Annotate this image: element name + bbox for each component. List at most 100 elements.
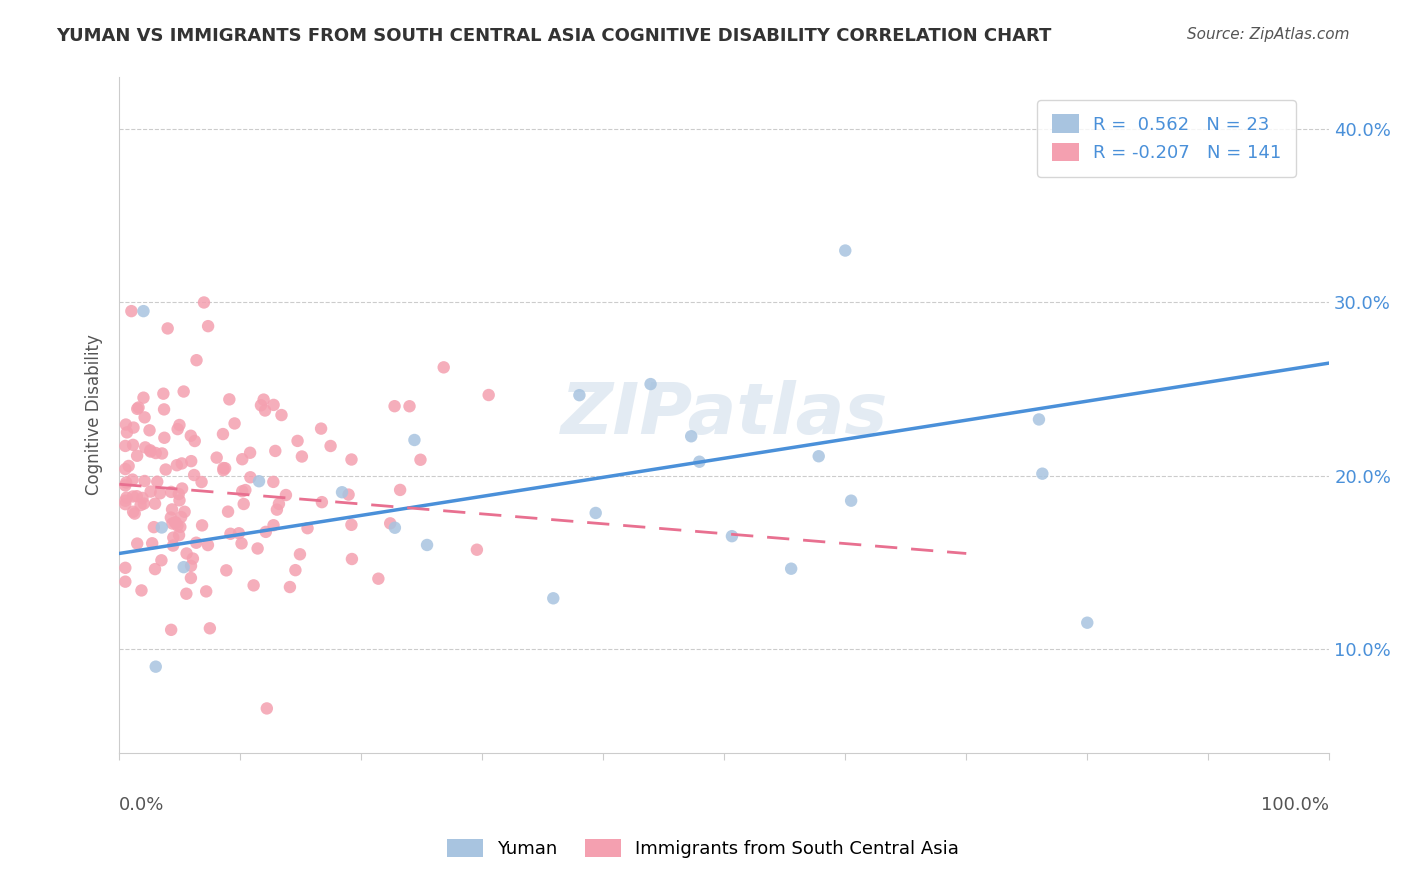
Immigrants from South Central Asia (389, 483, 412, 497)
Immigrants from South Central Asia (309, 422, 332, 436)
Immigrants from South Central Asia (217, 505, 239, 519)
Immigrants from South Central Asia (152, 386, 174, 401)
Immigrants from South Central Asia (129, 498, 152, 512)
Immigrants from South Central Asia (114, 493, 136, 508)
Legend: R =  0.562   N = 23, R = -0.207   N = 141: R = 0.562 N = 23, R = -0.207 N = 141 (1038, 100, 1296, 177)
Immigrants from South Central Asia (125, 489, 148, 503)
Immigrants from South Central Asia (162, 531, 184, 545)
Immigrants from South Central Asia (176, 587, 198, 601)
Text: 100.0%: 100.0% (1261, 796, 1329, 814)
Immigrants from South Central Asia (153, 402, 176, 417)
Immigrants from South Central Asia (250, 398, 273, 412)
Immigrants from South Central Asia (169, 417, 191, 432)
Immigrants from South Central Asia (150, 553, 173, 567)
Yuman (543, 591, 565, 606)
Immigrants from South Central Asia (167, 487, 190, 501)
Immigrants from South Central Asia (212, 427, 235, 442)
Immigrants from South Central Asia (235, 483, 257, 497)
Immigrants from South Central Asia (340, 452, 363, 467)
Yuman (585, 506, 607, 520)
Immigrants from South Central Asia (115, 491, 138, 505)
Immigrants from South Central Asia (267, 497, 290, 511)
Immigrants from South Central Asia (212, 461, 235, 475)
Yuman (1031, 467, 1053, 481)
Immigrants from South Central Asia (256, 701, 278, 715)
Immigrants from South Central Asia (254, 524, 277, 539)
Immigrants from South Central Asia (297, 521, 319, 535)
Text: YUMAN VS IMMIGRANTS FROM SOUTH CENTRAL ASIA COGNITIVE DISABILITY CORRELATION CHA: YUMAN VS IMMIGRANTS FROM SOUTH CENTRAL A… (56, 27, 1052, 45)
Immigrants from South Central Asia (263, 398, 285, 412)
Immigrants from South Central Asia (218, 392, 240, 407)
Immigrants from South Central Asia (166, 422, 188, 436)
Immigrants from South Central Asia (122, 438, 145, 452)
Immigrants from South Central Asia (291, 450, 314, 464)
Yuman (173, 560, 195, 574)
Immigrants from South Central Asia (160, 502, 183, 516)
Immigrants from South Central Asia (122, 420, 145, 434)
Immigrants from South Central Asia (433, 360, 456, 375)
Yuman (416, 538, 439, 552)
Immigrants from South Central Asia (246, 541, 269, 556)
Yuman (404, 433, 426, 447)
Immigrants from South Central Asia (176, 546, 198, 560)
Yuman (780, 562, 803, 576)
Immigrants from South Central Asia (160, 510, 183, 524)
Immigrants from South Central Asia (120, 304, 142, 318)
Immigrants from South Central Asia (166, 458, 188, 473)
Immigrants from South Central Asia (115, 475, 138, 490)
Immigrants from South Central Asia (122, 505, 145, 519)
Immigrants from South Central Asia (311, 495, 333, 509)
Immigrants from South Central Asia (121, 473, 143, 487)
Immigrants from South Central Asia (205, 450, 228, 465)
Immigrants from South Central Asia (337, 487, 360, 501)
Yuman (1028, 412, 1050, 426)
Immigrants from South Central Asia (215, 563, 238, 577)
Immigrants from South Central Asia (270, 408, 292, 422)
Immigrants from South Central Asia (170, 457, 193, 471)
Immigrants from South Central Asia (134, 410, 156, 425)
Immigrants from South Central Asia (114, 462, 136, 476)
Immigrants from South Central Asia (232, 497, 254, 511)
Yuman (384, 521, 406, 535)
Immigrants from South Central Asia (239, 470, 262, 484)
Yuman (330, 485, 353, 500)
Immigrants from South Central Asia (231, 452, 253, 467)
Immigrants from South Central Asia (384, 399, 406, 413)
Yuman (688, 455, 710, 469)
Immigrants from South Central Asia (214, 461, 236, 475)
Immigrants from South Central Asia (340, 517, 363, 532)
Immigrants from South Central Asia (170, 510, 193, 524)
Immigrants from South Central Asia (127, 449, 149, 463)
Immigrants from South Central Asia (183, 468, 205, 483)
Immigrants from South Central Asia (264, 444, 287, 458)
Immigrants from South Central Asia (191, 518, 214, 533)
Immigrants from South Central Asia (128, 401, 150, 415)
Immigrants from South Central Asia (160, 484, 183, 499)
Y-axis label: Cognitive Disability: Cognitive Disability (86, 334, 103, 495)
Immigrants from South Central Asia (115, 425, 138, 440)
Immigrants from South Central Asia (231, 536, 253, 550)
Immigrants from South Central Asia (197, 538, 219, 552)
Immigrants from South Central Asia (198, 621, 221, 635)
Immigrants from South Central Asia (145, 446, 167, 460)
Immigrants from South Central Asia (117, 458, 139, 473)
Immigrants from South Central Asia (180, 454, 202, 468)
Immigrants from South Central Asia (180, 558, 202, 573)
Text: ZIPatlas: ZIPatlas (561, 381, 889, 450)
Immigrants from South Central Asia (288, 547, 311, 561)
Immigrants from South Central Asia (160, 623, 183, 637)
Immigrants from South Central Asia (142, 520, 165, 534)
Immigrants from South Central Asia (166, 518, 188, 533)
Immigrants from South Central Asia (149, 486, 172, 500)
Immigrants from South Central Asia (180, 571, 202, 585)
Immigrants from South Central Asia (186, 535, 208, 549)
Immigrants from South Central Asia (186, 353, 208, 368)
Immigrants from South Central Asia (132, 497, 155, 511)
Immigrants from South Central Asia (263, 518, 285, 533)
Immigrants from South Central Asia (319, 439, 342, 453)
Yuman (150, 520, 173, 534)
Immigrants from South Central Asia (114, 478, 136, 492)
Immigrants from South Central Asia (181, 551, 204, 566)
Immigrants from South Central Asia (197, 319, 219, 334)
Yuman (247, 474, 270, 488)
